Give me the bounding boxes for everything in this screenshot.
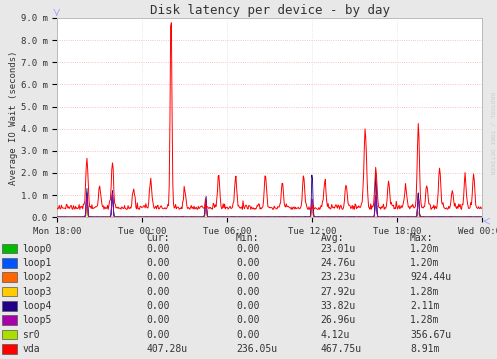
Text: loop5: loop5 xyxy=(22,315,52,325)
Text: Min:: Min: xyxy=(236,233,259,243)
Text: 0.00: 0.00 xyxy=(147,315,170,325)
Text: RRDTOOL / TOBI OETIKER: RRDTOOL / TOBI OETIKER xyxy=(490,92,495,174)
Text: 0.00: 0.00 xyxy=(147,330,170,340)
Text: 27.92u: 27.92u xyxy=(321,286,356,297)
FancyBboxPatch shape xyxy=(2,344,17,354)
Text: 0.00: 0.00 xyxy=(147,258,170,268)
Text: vda: vda xyxy=(22,344,40,354)
Text: 0.00: 0.00 xyxy=(236,315,259,325)
Text: 0.00: 0.00 xyxy=(147,286,170,297)
Text: sr0: sr0 xyxy=(22,330,40,340)
Text: 0.00: 0.00 xyxy=(236,258,259,268)
Text: 467.75u: 467.75u xyxy=(321,344,362,354)
Text: 4.12u: 4.12u xyxy=(321,330,350,340)
Text: loop2: loop2 xyxy=(22,272,52,282)
Text: 24.76u: 24.76u xyxy=(321,258,356,268)
Text: 26.96u: 26.96u xyxy=(321,315,356,325)
Text: Max:: Max: xyxy=(410,233,433,243)
Text: 0.00: 0.00 xyxy=(236,272,259,282)
FancyBboxPatch shape xyxy=(2,301,17,311)
FancyBboxPatch shape xyxy=(2,330,17,340)
Text: loop3: loop3 xyxy=(22,286,52,297)
Text: loop1: loop1 xyxy=(22,258,52,268)
Y-axis label: Average IO Wait (seconds): Average IO Wait (seconds) xyxy=(9,50,18,185)
FancyBboxPatch shape xyxy=(2,258,17,268)
Text: 0.00: 0.00 xyxy=(147,244,170,253)
Text: 23.01u: 23.01u xyxy=(321,244,356,253)
Text: 236.05u: 236.05u xyxy=(236,344,277,354)
Text: loop0: loop0 xyxy=(22,244,52,253)
FancyBboxPatch shape xyxy=(2,315,17,325)
Text: 0.00: 0.00 xyxy=(147,272,170,282)
Text: 33.82u: 33.82u xyxy=(321,301,356,311)
Text: Avg:: Avg: xyxy=(321,233,344,243)
Text: 1.20m: 1.20m xyxy=(410,244,439,253)
Text: 1.28m: 1.28m xyxy=(410,286,439,297)
Text: 2.11m: 2.11m xyxy=(410,301,439,311)
Text: 8.91m: 8.91m xyxy=(410,344,439,354)
Text: 924.44u: 924.44u xyxy=(410,272,451,282)
Text: 0.00: 0.00 xyxy=(147,301,170,311)
Text: loop4: loop4 xyxy=(22,301,52,311)
FancyBboxPatch shape xyxy=(2,272,17,282)
FancyBboxPatch shape xyxy=(2,244,17,253)
Text: Cur:: Cur: xyxy=(147,233,170,243)
Text: 23.23u: 23.23u xyxy=(321,272,356,282)
Text: 0.00: 0.00 xyxy=(236,301,259,311)
FancyBboxPatch shape xyxy=(2,286,17,297)
Text: 0.00: 0.00 xyxy=(236,330,259,340)
Text: 0.00: 0.00 xyxy=(236,244,259,253)
Text: 0.00: 0.00 xyxy=(236,286,259,297)
Text: 1.28m: 1.28m xyxy=(410,315,439,325)
Text: 356.67u: 356.67u xyxy=(410,330,451,340)
Title: Disk latency per device - by day: Disk latency per device - by day xyxy=(150,4,390,17)
Text: 407.28u: 407.28u xyxy=(147,344,188,354)
Text: 1.20m: 1.20m xyxy=(410,258,439,268)
